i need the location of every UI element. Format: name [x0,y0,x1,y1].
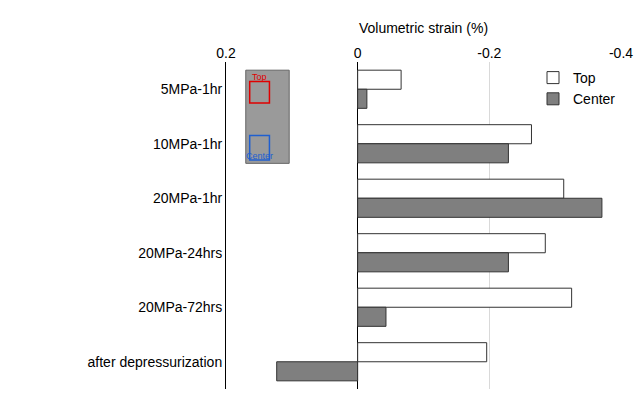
svg-text:-0.4: -0.4 [609,45,633,61]
svg-text:0.2: 0.2 [216,45,236,61]
svg-text:Top: Top [573,70,596,86]
svg-text:20MPa-1hr: 20MPa-1hr [153,190,223,206]
svg-text:20MPa-24hrs: 20MPa-24hrs [138,245,222,261]
svg-text:0: 0 [354,45,362,61]
svg-text:5MPa-1hr: 5MPa-1hr [161,81,223,97]
svg-text:Top: Top [252,72,267,82]
svg-text:20MPa-72hrs: 20MPa-72hrs [138,299,222,315]
svg-text:Volumetric strain (%): Volumetric strain (%) [359,20,488,36]
svg-text:Center: Center [246,151,273,161]
svg-text:-0.2: -0.2 [477,45,501,61]
svg-text:after depressurization: after depressurization [88,354,223,370]
svg-text:10MPa-1hr: 10MPa-1hr [153,136,223,152]
svg-text:Center: Center [573,91,615,107]
